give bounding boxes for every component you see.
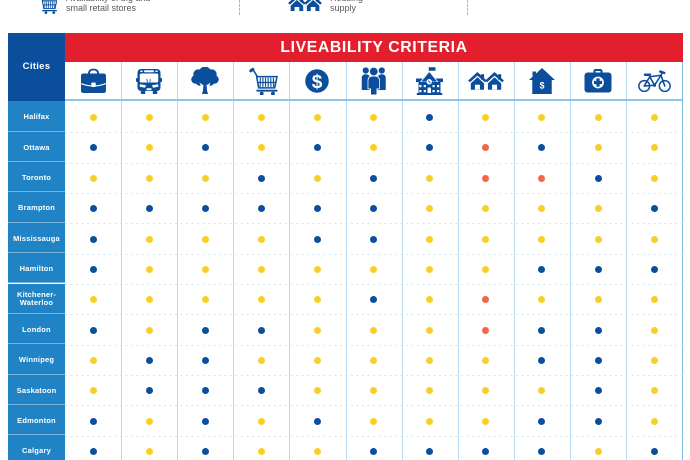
svg-text:$: $ [312,72,323,93]
svg-text:$: $ [539,81,544,91]
